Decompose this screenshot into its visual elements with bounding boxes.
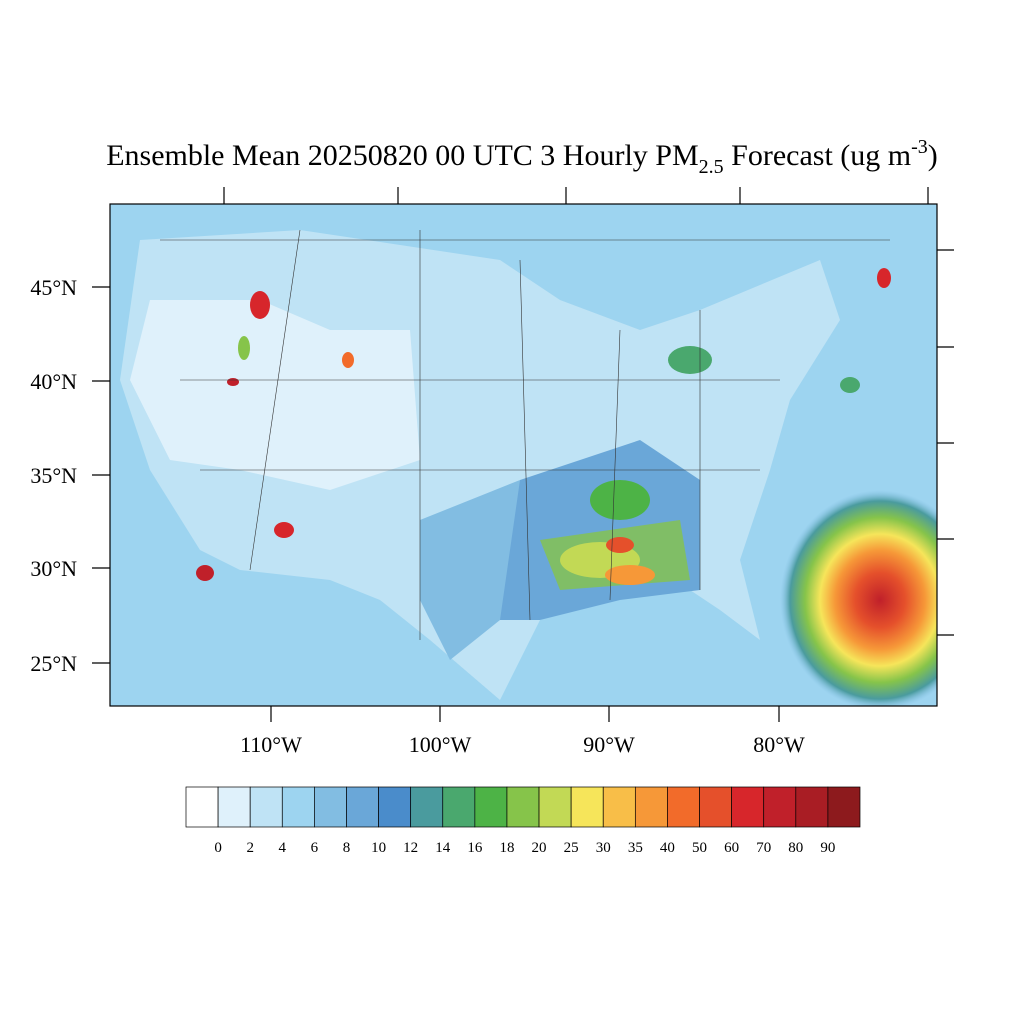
colorbar-label: 0: [214, 840, 222, 856]
title-main: Ensemble Mean 20250820 00 UTC 3 Hourly P…: [106, 139, 698, 172]
map-field: [110, 204, 937, 706]
colorbar-label: 18: [499, 840, 514, 856]
colorbar-label: 4: [279, 840, 287, 856]
colorbar-label: 2: [246, 840, 254, 856]
colorbar-box: [763, 786, 797, 828]
colorbar-box: [699, 786, 732, 828]
title-end: ): [928, 139, 938, 172]
map-frame: [109, 203, 938, 707]
colorbar-box: [410, 786, 444, 828]
frame-ticks: [223, 187, 954, 636]
colorbar-label: 70: [756, 840, 771, 856]
colorbar-box: [346, 786, 379, 828]
colorbar-box: [634, 786, 668, 828]
colorbar-label: 8: [343, 840, 351, 856]
colorbar-box: [602, 786, 636, 828]
colorbar-label: 25: [564, 840, 579, 856]
lat-label: 35°N: [30, 463, 77, 488]
colorbar-box: [314, 786, 347, 828]
colorbar-label: 6: [311, 840, 319, 856]
lon-label: 80°W: [753, 732, 805, 757]
colorbar-box: [281, 786, 315, 828]
colorbar-box: [249, 786, 283, 828]
colorbar-box: [570, 786, 604, 828]
colorbar-label: 40: [660, 840, 675, 856]
colorbar-label: 12: [403, 840, 418, 856]
colorbar: 0 2 4 6 8 10 12 14 16 18 20 25 30 35 40 50 60 70 80 90: [185, 786, 861, 856]
lon-label: 110°W: [240, 732, 302, 757]
colorbar-box: [538, 786, 572, 828]
colorbar-label: 35: [628, 840, 643, 856]
colorbar-label: 90: [820, 840, 835, 856]
lat-label: 40°N: [30, 369, 77, 394]
colorbar-box: [795, 786, 829, 828]
colorbar-box: [667, 786, 700, 828]
colorbar-label: 20: [532, 840, 547, 856]
colorbar-label: 14: [435, 840, 451, 856]
colorbar-box: [442, 786, 476, 828]
title-sup: -3: [911, 136, 928, 158]
colorbar-label: 50: [692, 840, 707, 856]
lon-label: 100°W: [409, 732, 472, 757]
colorbar-box: [185, 786, 219, 828]
colorbar-label: 80: [788, 840, 803, 856]
colorbar-box: [378, 786, 412, 828]
colorbar-box: [827, 786, 861, 828]
colorbar-box: [474, 786, 508, 828]
colorbar-box: [217, 786, 251, 828]
title-mid: Forecast (ug m: [724, 139, 911, 172]
title-sub: 2.5: [699, 156, 724, 178]
axis-labels: 45°N 40°N 35°N 30°N 25°N 110°W 100°W 90°W 80°W: [30, 275, 805, 757]
lat-label: 25°N: [30, 651, 77, 676]
colorbar-label: 60: [724, 840, 739, 856]
lat-label: 30°N: [30, 556, 77, 581]
title: Ensemble Mean 20250820 00 UTC 3 Hourly P…: [106, 136, 938, 178]
lon-label: 90°W: [583, 732, 635, 757]
colorbar-box: [506, 786, 540, 828]
colorbar-box: [731, 786, 765, 828]
colorbar-label: 16: [467, 840, 483, 856]
colorbar-label: 30: [596, 840, 611, 856]
lat-label: 45°N: [30, 275, 77, 300]
colorbar-label: 10: [371, 840, 386, 856]
